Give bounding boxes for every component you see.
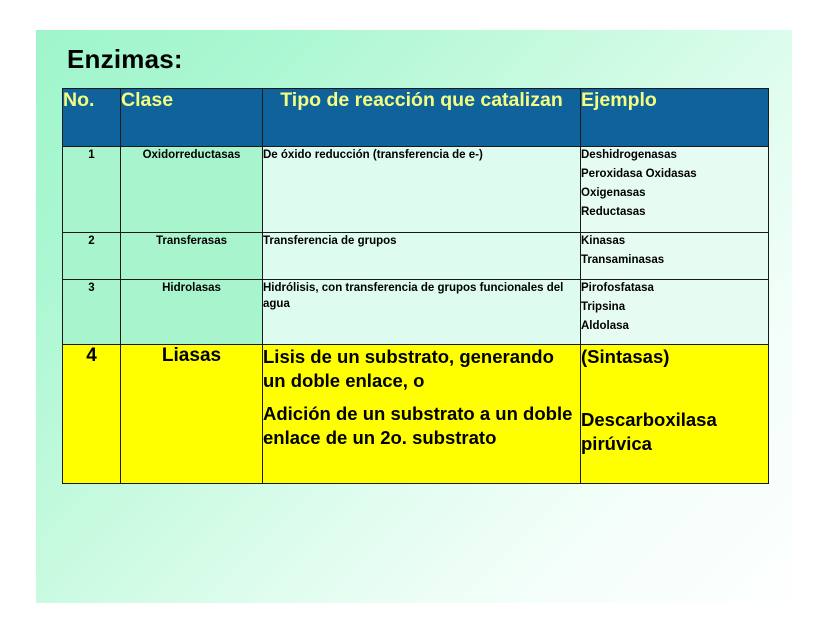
cell-ejemplo: (Sintasas) Descarboxilasa pirúvica — [580, 344, 769, 484]
cell-clase: Transferasas — [120, 232, 263, 280]
cell-tipo-reaccion: Hidrólisis, con transferencia de grupos … — [262, 279, 581, 345]
cell-no: 2 — [62, 232, 121, 280]
ejemplo-item: Tripsina — [581, 301, 626, 313]
column-header-tipo-line2: catalizan — [480, 89, 563, 111]
tipo-paragraph: Adición de un substrato a un doble enlac… — [263, 403, 573, 448]
column-header-clase: Clase — [120, 88, 263, 147]
ejemplo-item: Reductasas — [581, 206, 646, 218]
column-header-no: No. — [62, 88, 121, 147]
ejemplo-item: Deshidrogenasas — [581, 149, 677, 161]
column-header-tipo-line1: Tipo de reacción que — [280, 89, 475, 111]
cell-tipo-reaccion: De óxido reducción (transferencia de e-) — [262, 146, 581, 233]
cell-clase: Oxidorreductasas — [120, 146, 263, 233]
column-header-ejemplo: Ejemplo — [580, 88, 769, 147]
cell-tipo-reaccion: Lisis de un substrato, generando un dobl… — [262, 344, 581, 484]
table-row: 2 Transferasas Transferencia de grupos K… — [62, 232, 769, 280]
tipo-paragraph: Lisis de un substrato, generando un dobl… — [263, 346, 554, 391]
table-header: No. Clase Tipo de reacción que catalizan… — [62, 88, 769, 147]
ejemplo-item: Kinasas — [581, 235, 626, 247]
ejemplo-spacer — [581, 378, 768, 408]
enzyme-classification-table: No. Clase Tipo de reacción que catalizan… — [62, 88, 769, 484]
cell-ejemplo: Kinasas Transaminasas — [580, 232, 769, 280]
table-row-highlighted: 4 Liasas Lisis de un substrato, generand… — [62, 344, 769, 484]
page-title: Enzimas: — [67, 44, 183, 74]
ejemplo-paragraph: (Sintasas) — [581, 346, 670, 367]
table-body: 1 Oxidorreductasas De óxido reducción (t… — [62, 146, 769, 484]
ejemplo-item: Oxigenasas — [581, 187, 646, 199]
ejemplo-item: Pirofosfatasa — [581, 282, 654, 294]
ejemplo-item: Aldolasa — [581, 320, 629, 332]
table-row: 3 Hidrolasas Hidrólisis, con transferenc… — [62, 279, 769, 345]
table-header-row: No. Clase Tipo de reacción que catalizan… — [62, 88, 769, 147]
cell-no: 3 — [62, 279, 121, 345]
cell-no: 4 — [62, 344, 121, 484]
cell-ejemplo: Pirofosfatasa Tripsina Aldolasa — [580, 279, 769, 345]
ejemplo-item: Peroxidasa Oxidasas — [581, 168, 697, 180]
ejemplo-paragraph: Descarboxilasa pirúvica — [581, 409, 717, 454]
cell-clase: Hidrolasas — [120, 279, 263, 345]
cell-ejemplo: Deshidrogenasas Peroxidasa Oxidasas Oxig… — [580, 146, 769, 233]
column-header-tipo-reaccion: Tipo de reacción que catalizan — [262, 88, 581, 147]
cell-tipo-reaccion: Transferencia de grupos — [262, 232, 581, 280]
cell-clase: Liasas — [120, 344, 263, 484]
cell-no: 1 — [62, 146, 121, 233]
table-row: 1 Oxidorreductasas De óxido reducción (t… — [62, 146, 769, 233]
ejemplo-item: Transaminasas — [581, 254, 665, 266]
slide-canvas: Enzimas: No. Clase Tipo de reacción que … — [36, 30, 792, 603]
